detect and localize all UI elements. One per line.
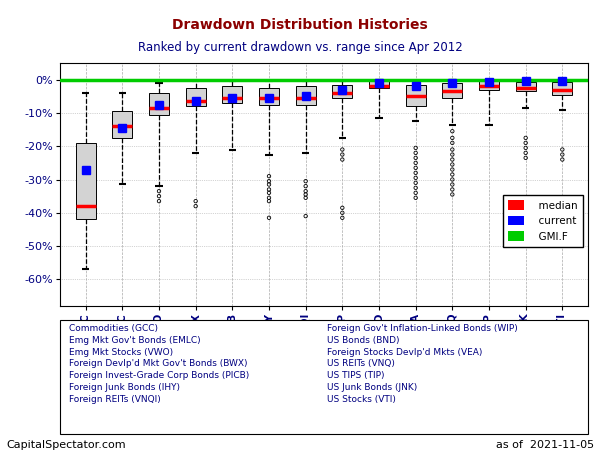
Point bbox=[301, 183, 310, 190]
Point bbox=[411, 164, 421, 171]
Point bbox=[521, 144, 530, 152]
Point bbox=[521, 154, 530, 162]
FancyBboxPatch shape bbox=[296, 86, 316, 104]
Point bbox=[448, 146, 457, 153]
Point bbox=[411, 174, 421, 181]
Point bbox=[557, 146, 567, 153]
FancyBboxPatch shape bbox=[515, 82, 536, 91]
FancyBboxPatch shape bbox=[149, 93, 169, 115]
Point bbox=[557, 151, 567, 158]
FancyBboxPatch shape bbox=[222, 86, 242, 103]
Point bbox=[448, 186, 457, 193]
Point bbox=[301, 191, 310, 198]
Point bbox=[338, 151, 347, 158]
Point bbox=[338, 146, 347, 153]
Point bbox=[191, 198, 200, 205]
Point bbox=[264, 178, 274, 185]
Text: Commodities (GCC)
Emg Mkt Gov't Bonds (EMLC)
Emg Mkt Stocks (VWO)
Foreign Devlp': Commodities (GCC) Emg Mkt Gov't Bonds (E… bbox=[69, 324, 249, 404]
Point bbox=[448, 171, 457, 178]
Point bbox=[338, 209, 347, 216]
Point bbox=[448, 151, 457, 158]
Point bbox=[338, 204, 347, 212]
Point bbox=[338, 214, 347, 221]
Point bbox=[521, 134, 530, 141]
FancyBboxPatch shape bbox=[406, 85, 426, 106]
Point bbox=[448, 134, 457, 141]
Point bbox=[411, 154, 421, 162]
FancyBboxPatch shape bbox=[76, 143, 96, 220]
Point bbox=[411, 149, 421, 157]
FancyBboxPatch shape bbox=[442, 83, 463, 98]
Point bbox=[264, 194, 274, 202]
Point bbox=[264, 189, 274, 196]
Point bbox=[411, 179, 421, 186]
Point bbox=[448, 181, 457, 188]
FancyBboxPatch shape bbox=[332, 85, 352, 98]
Point bbox=[338, 156, 347, 163]
Point bbox=[301, 212, 310, 220]
Point bbox=[264, 186, 274, 193]
Point bbox=[301, 188, 310, 195]
Point bbox=[411, 159, 421, 166]
Point bbox=[264, 173, 274, 180]
FancyBboxPatch shape bbox=[552, 82, 572, 94]
Point bbox=[154, 198, 164, 205]
Point bbox=[448, 161, 457, 168]
Text: Ranked by current drawdown vs. range since Apr 2012: Ranked by current drawdown vs. range sin… bbox=[137, 40, 463, 54]
Point bbox=[191, 202, 200, 210]
FancyBboxPatch shape bbox=[185, 88, 206, 106]
Point bbox=[448, 140, 457, 147]
Point bbox=[411, 189, 421, 196]
Point bbox=[448, 128, 457, 135]
FancyBboxPatch shape bbox=[369, 81, 389, 88]
Text: Drawdown Distribution Histories: Drawdown Distribution Histories bbox=[172, 18, 428, 32]
Point bbox=[411, 169, 421, 176]
Point bbox=[448, 166, 457, 173]
FancyBboxPatch shape bbox=[259, 88, 279, 104]
Point bbox=[264, 214, 274, 221]
Point bbox=[411, 194, 421, 202]
Text: CapitalSpectator.com: CapitalSpectator.com bbox=[6, 440, 125, 450]
FancyBboxPatch shape bbox=[112, 111, 133, 138]
Text: as of  2021-11-05: as of 2021-11-05 bbox=[496, 440, 594, 450]
Legend:   median,   current,   GMI.F: median, current, GMI.F bbox=[503, 195, 583, 247]
Point bbox=[557, 156, 567, 163]
Point bbox=[154, 193, 164, 200]
Point bbox=[301, 178, 310, 185]
Point bbox=[521, 149, 530, 157]
Point bbox=[448, 191, 457, 198]
Point bbox=[264, 198, 274, 205]
Point bbox=[154, 188, 164, 195]
Point bbox=[301, 194, 310, 202]
Point bbox=[448, 176, 457, 183]
Point bbox=[264, 181, 274, 188]
Point bbox=[411, 184, 421, 191]
Point bbox=[448, 156, 457, 163]
Point bbox=[521, 140, 530, 147]
Text: Foreign Gov't Inflation-Linked Bonds (WIP)
US Bonds (BND)
Foreign Stocks Devlp'd: Foreign Gov't Inflation-Linked Bonds (WI… bbox=[327, 324, 518, 404]
Point bbox=[411, 144, 421, 152]
FancyBboxPatch shape bbox=[479, 81, 499, 90]
